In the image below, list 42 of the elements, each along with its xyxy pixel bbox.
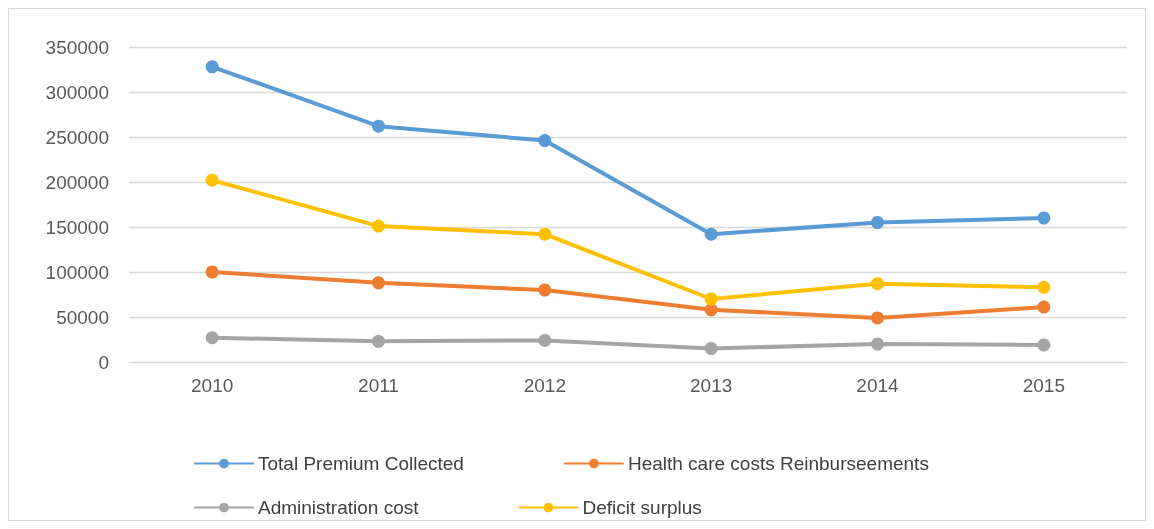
x-tick-label: 2010 [191, 375, 234, 396]
point [704, 303, 718, 317]
point [205, 60, 219, 74]
point [871, 311, 884, 325]
point [704, 342, 718, 355]
y-tick-label: 300000 [45, 81, 109, 103]
point [704, 227, 718, 241]
point [704, 292, 718, 306]
point [538, 283, 552, 297]
legend-label: Total Premium Collected [258, 453, 464, 474]
point [871, 337, 884, 351]
x-tick-label: 2011 [358, 375, 399, 396]
y-tick-label: 350000 [45, 36, 109, 58]
x-tick-label: 2015 [1022, 375, 1065, 396]
point [1037, 280, 1051, 294]
point [205, 173, 219, 187]
point [205, 331, 219, 345]
point [538, 333, 552, 347]
point [372, 119, 385, 133]
legend-label: Deficit surplus [582, 497, 702, 518]
legend-label: Health care costs Reinburseements [627, 453, 929, 474]
y-tick-label: 150000 [45, 216, 109, 238]
point [372, 219, 385, 233]
y-tick-label: 50000 [56, 306, 109, 328]
point [372, 334, 385, 348]
legend-label: Administration cost [258, 497, 420, 518]
point [205, 265, 219, 279]
point [372, 276, 385, 290]
point [1037, 211, 1051, 225]
y-tick-label: 200000 [45, 171, 109, 193]
x-tick-label: 2014 [856, 375, 900, 396]
x-tick-label: 2013 [690, 375, 733, 396]
y-tick-label: 0 [98, 351, 109, 373]
point [871, 277, 884, 291]
point [538, 134, 552, 148]
y-tick-label: 250000 [45, 126, 109, 148]
point [538, 227, 552, 241]
point [1037, 300, 1051, 314]
x-tick-label: 2012 [523, 375, 566, 396]
point [871, 216, 884, 229]
point [1037, 338, 1051, 352]
y-tick-label: 100000 [45, 261, 109, 283]
